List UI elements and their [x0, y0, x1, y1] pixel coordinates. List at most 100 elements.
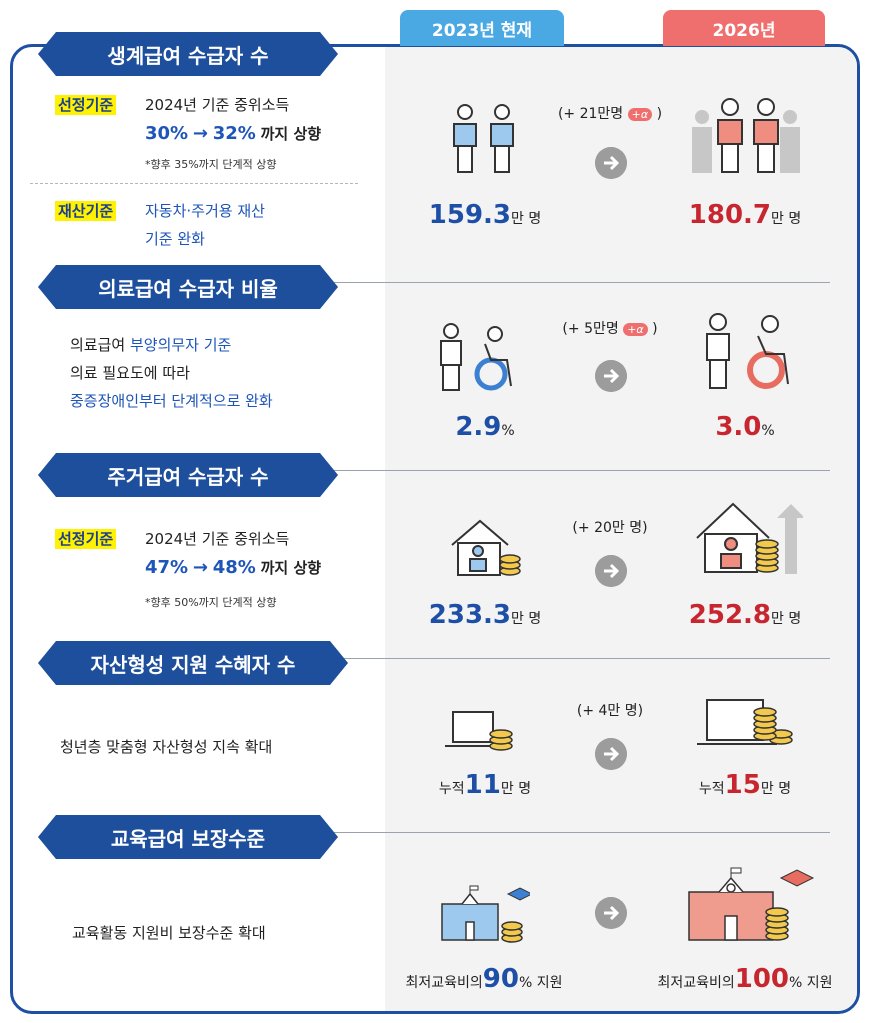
- value-number: 3.0: [715, 412, 762, 442]
- value-unit: % 지원: [518, 975, 563, 991]
- increase-label: (+ 5만명 +α ): [545, 318, 675, 338]
- value-unit: 만 명: [771, 211, 802, 227]
- increase-text: (+ 5만명: [562, 321, 619, 337]
- range-suffix: 까지 상향: [260, 559, 322, 577]
- value-unit: %: [761, 423, 775, 439]
- criteria-block: 재산기준: [55, 200, 117, 223]
- value-now: 233.3만 명: [385, 600, 585, 630]
- description-line: 의료 필요도에 따라: [70, 364, 190, 382]
- laptop-coins-icon: [697, 699, 793, 745]
- section-title-housing: 주거급여 수급자 수: [38, 453, 338, 497]
- value-unit: 만 명: [511, 211, 542, 227]
- wheelchair-icon: [706, 313, 789, 389]
- value-number: 100: [734, 964, 790, 994]
- wheelchair-icon: [440, 323, 512, 391]
- range-to: 48%: [212, 557, 256, 578]
- column-header-now: 2023년 현재: [400, 10, 564, 46]
- description-line: 의료급여 부양의무자 기준: [70, 334, 231, 357]
- value-number: 233.3: [428, 600, 512, 630]
- school-icon: [688, 867, 815, 941]
- criteria-text: 자동차·주거용 재산: [145, 202, 265, 220]
- value-number: 159.3: [428, 200, 512, 230]
- value-number: 2.9: [455, 412, 502, 442]
- range-arrow: →: [192, 123, 208, 144]
- description-line: 교육활동 지원비 보장수준 확대: [72, 924, 266, 942]
- value-unit: 만 명: [500, 781, 532, 797]
- arrow-right-icon: [595, 555, 627, 587]
- value-unit: 만 명: [760, 781, 792, 797]
- value-prefix: 누적: [698, 781, 725, 797]
- school-icon: [441, 885, 530, 943]
- value-number: 15: [724, 770, 761, 800]
- divider: [330, 658, 830, 659]
- section-title-livelihood: 생계급여 수급자 수: [38, 32, 338, 76]
- laptop-coins-icon: [445, 711, 513, 751]
- value-unit: % 지원: [789, 975, 833, 991]
- range-to: 32%: [212, 123, 256, 144]
- arrow-right-icon: [595, 738, 627, 770]
- dotted-divider: [30, 183, 358, 184]
- divider: [330, 832, 830, 833]
- people-icon: [453, 104, 514, 173]
- criteria-text: 2024년 기준 중위소득: [145, 530, 290, 548]
- value-unit: 만 명: [511, 611, 542, 627]
- criteria-note: *향후 50%까지 단계적 상향: [145, 596, 277, 609]
- value-now: 159.3만 명: [385, 200, 585, 230]
- criteria-block: 선정기준: [55, 94, 117, 117]
- increase-close: ): [652, 321, 658, 337]
- increase-text: (+ 21만명: [557, 106, 624, 122]
- range-from: 30%: [145, 123, 189, 144]
- people-group-icon: [692, 98, 800, 173]
- value-unit: %: [501, 423, 515, 439]
- section-title-medical: 의료급여 수급자 비율: [38, 265, 338, 309]
- house-icon: [696, 502, 803, 574]
- value-prefix: 최저교육비의: [405, 975, 483, 991]
- criteria-range: 47% → 48% 까지 상향: [145, 554, 321, 582]
- desc-plain: 의료급여: [70, 336, 130, 354]
- value-prefix: 누적: [438, 781, 465, 797]
- divider: [330, 282, 830, 283]
- criteria-note: *향후 35%까지 단계적 상향: [145, 158, 277, 171]
- column-header-2026: 2026년: [663, 10, 825, 46]
- value-2026: 최저교육비의100% 지원: [640, 964, 850, 994]
- increase-close: ): [656, 106, 663, 122]
- criteria-tag: 재산기준: [55, 201, 117, 221]
- criteria-tag: 선정기준: [55, 95, 117, 115]
- range-arrow: →: [192, 557, 208, 578]
- range-suffix: 까지 상향: [260, 125, 322, 143]
- description-line: 청년층 맞춤형 자산형성 지속 확대: [60, 738, 273, 756]
- criteria-block: 선정기준: [55, 528, 117, 551]
- value-now: 최저교육비의90% 지원: [384, 964, 584, 994]
- arrow-right-icon: [595, 360, 627, 392]
- divider: [330, 470, 830, 471]
- value-number: 252.8: [688, 600, 772, 630]
- value-2026: 누적15만 명: [645, 770, 845, 800]
- desc-highlight: 부양의무자 기준: [129, 336, 232, 354]
- value-now: 누적11만 명: [385, 770, 585, 800]
- value-number: 11: [464, 770, 501, 800]
- section-title-education: 교육급여 보장수준: [38, 815, 338, 859]
- value-prefix: 최저교육비의: [657, 975, 735, 991]
- criteria-text: 2024년 기준 중위소득: [145, 96, 290, 114]
- description-line: 중증장애인부터 단계적으로 완화: [70, 392, 273, 410]
- range-from: 47%: [145, 557, 189, 578]
- value-2026: 252.8만 명: [645, 600, 845, 630]
- alpha-badge: +α: [623, 323, 648, 336]
- increase-label: (+ 4만 명): [576, 703, 644, 719]
- increase-label: (+ 20만 명): [572, 520, 648, 536]
- value-unit: 만 명: [771, 611, 802, 627]
- criteria-range: 30% → 32% 까지 상향: [145, 120, 321, 148]
- value-now: 2.9%: [385, 412, 585, 442]
- arrow-right-icon: [595, 147, 627, 179]
- value-number: 90: [482, 964, 519, 994]
- arrow-right-icon: [595, 897, 627, 929]
- value-2026: 180.7만 명: [645, 200, 845, 230]
- increase-label: (+ 21만명 +α ): [545, 103, 675, 123]
- house-icon: [451, 519, 521, 576]
- value-number: 180.7: [688, 200, 772, 230]
- value-2026: 3.0%: [645, 412, 845, 442]
- section-title-asset: 자산형성 지원 수혜자 수: [38, 641, 348, 685]
- alpha-badge: +α: [627, 108, 653, 121]
- criteria-text: 기준 완화: [145, 230, 205, 248]
- comparison-panel: [385, 47, 857, 1011]
